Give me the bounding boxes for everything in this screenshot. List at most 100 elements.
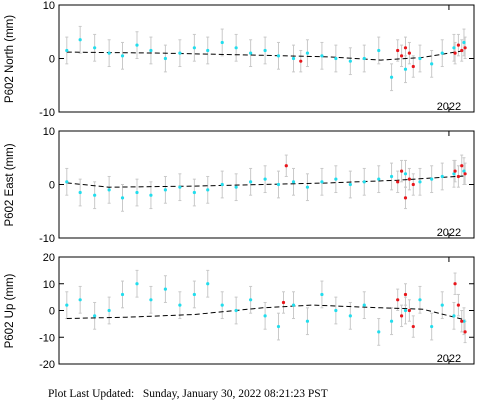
east-data-point	[389, 174, 394, 179]
north-data-point	[192, 46, 196, 50]
up-recent-point	[407, 308, 411, 313]
north-ylabel: P602 North (mm)	[4, 15, 16, 103]
up-recent-point	[463, 330, 467, 334]
east-panel: P602 East (mm) -10 0 10 2022	[4, 126, 475, 245]
east-data-point	[418, 180, 422, 184]
up-data-point	[452, 314, 456, 318]
up-recent-point	[396, 298, 400, 302]
up-panel: P602 Up (mm) -20 -10 0 10 20 2022	[4, 252, 475, 371]
footer-label: Plot Last Updated:	[48, 388, 135, 400]
up-data-point	[403, 308, 408, 313]
east-xtick-label: 2022	[437, 227, 461, 239]
east-data-point	[149, 193, 153, 197]
up-data-point	[362, 303, 366, 307]
up-ytick-label: -10	[39, 332, 55, 344]
north-data-point	[430, 62, 434, 66]
east-data-point	[249, 180, 253, 184]
north-data-point	[305, 51, 310, 55]
north-ytick-label: 10	[43, 0, 55, 12]
north-data-point	[263, 48, 267, 53]
north-data-point	[389, 75, 394, 79]
east-recent-point	[463, 172, 467, 176]
east-ytick-label: 0	[49, 180, 55, 192]
up-data-point	[389, 319, 394, 323]
north-data-point	[234, 46, 238, 50]
east-data-point	[220, 182, 224, 187]
up-xtick-label: 2022	[437, 353, 461, 365]
north-data-point	[452, 46, 456, 50]
up-recent-point	[411, 324, 415, 329]
north-xtick-label: 2022	[437, 101, 461, 113]
north-data-point	[348, 59, 352, 63]
east-data-point	[305, 185, 310, 189]
north-data-point	[403, 67, 408, 71]
up-data-point	[220, 303, 224, 307]
east-data-point	[320, 180, 324, 184]
up-data-point	[78, 298, 82, 302]
east-data-point	[276, 182, 281, 187]
up-data-point	[263, 314, 267, 318]
east-data-point	[178, 185, 182, 189]
north-ytick-label: -10	[39, 107, 55, 119]
east-ytick-label: 10	[43, 126, 55, 138]
north-data-point	[93, 46, 97, 50]
up-recent-point	[460, 319, 464, 323]
north-recent-point	[463, 46, 467, 50]
north-data-point	[377, 48, 381, 53]
east-recent-point	[403, 196, 408, 200]
east-recent-point	[411, 182, 415, 187]
up-data-point	[65, 303, 69, 307]
east-data-point	[403, 172, 408, 176]
north-recent-point	[299, 59, 303, 63]
east-data-point	[334, 177, 338, 181]
up-data-point	[149, 298, 153, 302]
up-ytick-label: 10	[43, 279, 55, 291]
east-recent-point	[407, 177, 411, 181]
up-data-point	[430, 324, 434, 329]
up-ylabel: P602 Up (mm)	[4, 273, 16, 348]
east-data-point	[78, 190, 82, 195]
east-data-point	[120, 196, 125, 200]
north-recent-point	[460, 48, 464, 53]
up-recent-point	[456, 303, 461, 307]
up-data-point	[440, 303, 444, 307]
up-recent-point	[399, 314, 404, 318]
east-data-point	[263, 177, 267, 181]
north-recent-point	[403, 46, 408, 50]
north-data-point	[462, 40, 466, 45]
up-data-point	[206, 282, 210, 286]
east-recent-point	[284, 164, 288, 168]
north-data-point	[107, 51, 111, 55]
north-data-point	[276, 54, 281, 58]
north-recent-point	[407, 51, 411, 55]
north-data-point	[178, 51, 182, 55]
east-trend-line	[66, 175, 466, 188]
up-data-point	[192, 292, 196, 297]
up-data-point	[320, 292, 324, 297]
north-recent-point	[396, 48, 400, 53]
east-data-point	[234, 185, 238, 189]
east-data-point	[377, 177, 381, 181]
east-ytick-label: -10	[39, 233, 55, 245]
east-data-point	[192, 190, 196, 195]
east-recent-point	[396, 180, 400, 184]
north-data-point	[440, 51, 444, 55]
up-recent-point	[281, 300, 286, 305]
east-data-point	[65, 180, 69, 184]
up-data-point	[135, 282, 139, 286]
north-data-point	[149, 48, 153, 53]
up-recent-point	[403, 292, 408, 297]
up-data-point	[249, 298, 253, 302]
north-trend-line	[66, 50, 466, 61]
north-data-point	[249, 51, 253, 55]
up-data-point	[93, 314, 97, 318]
up-recent-point	[453, 282, 457, 286]
up-data-point	[276, 324, 281, 329]
up-ytick-label: 0	[49, 306, 55, 318]
up-data-point	[291, 303, 296, 307]
north-data-point	[320, 54, 324, 58]
north-data-point	[418, 56, 422, 61]
north-recent-point	[456, 43, 461, 47]
east-recent-point	[453, 169, 457, 173]
up-data-point	[234, 308, 238, 313]
